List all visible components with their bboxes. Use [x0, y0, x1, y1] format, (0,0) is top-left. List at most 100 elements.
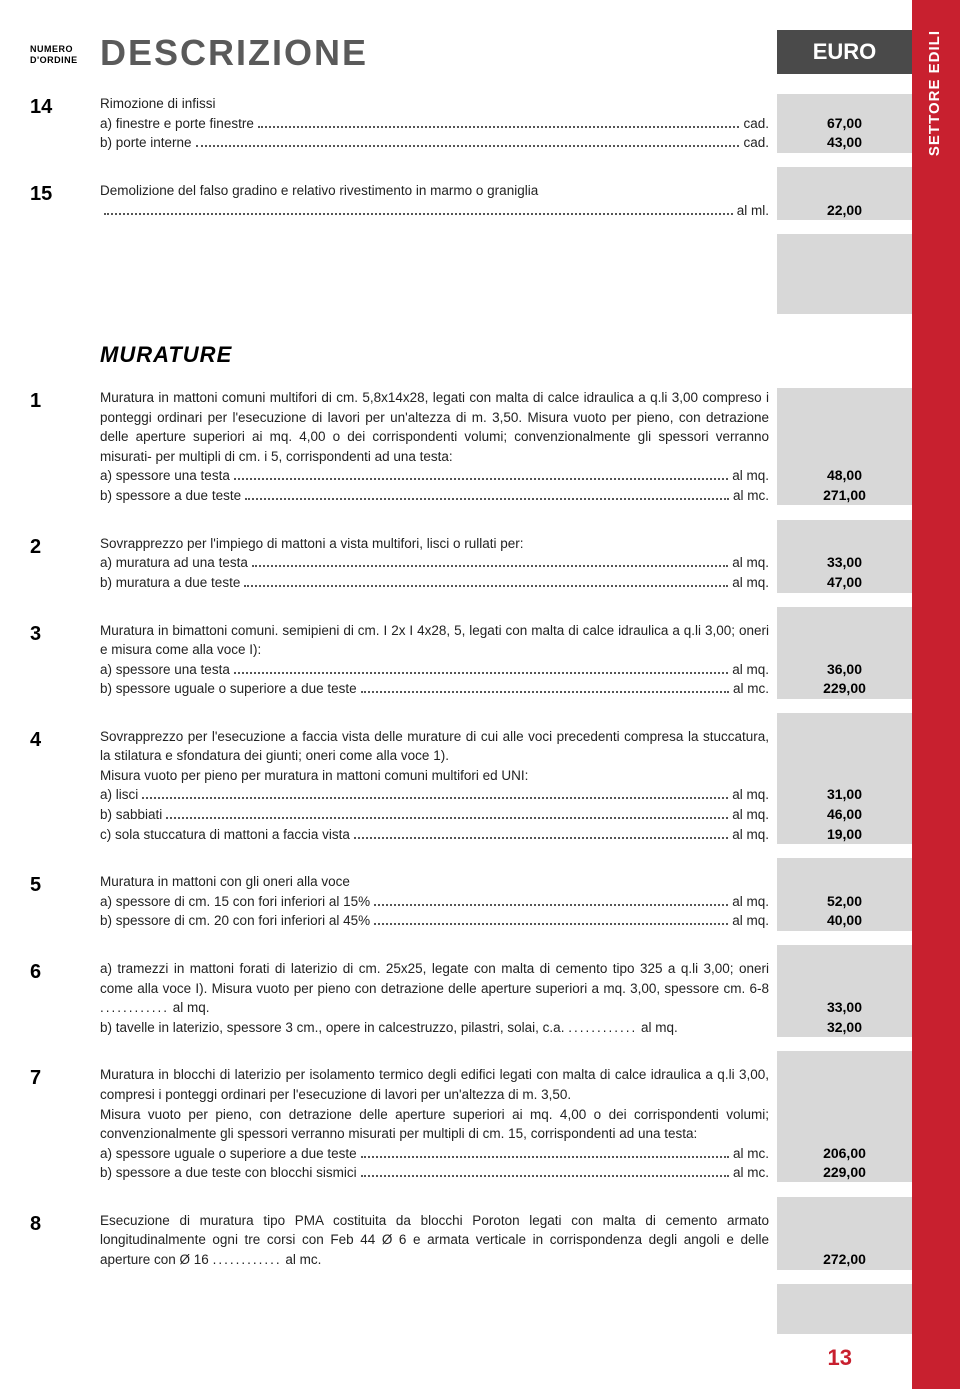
- line-text: a) finestre e porte finestre: [100, 114, 254, 134]
- price-value: 36,00: [777, 661, 912, 677]
- line-unit: al mc.: [733, 679, 769, 699]
- dots: [234, 672, 728, 674]
- line-text: a) spessore uguale o superiore a due tes…: [100, 1144, 357, 1164]
- price-value: 52,00: [777, 893, 912, 909]
- entry-intro: Sovrapprezzo per l'impiego di mattoni a …: [100, 534, 769, 554]
- section-row: MURATURE: [30, 314, 912, 388]
- dots: [244, 585, 728, 587]
- dots: [252, 565, 728, 567]
- line-unit: cad.: [743, 133, 769, 153]
- entry-1: 1Muratura in mattoni comuni multifori di…: [30, 388, 912, 505]
- line-unit: al mc.: [733, 486, 769, 506]
- line-text: b) spessore di cm. 20 con fori inferiori…: [100, 911, 370, 931]
- entry-line: b) muratura a due testeal mq.: [100, 573, 769, 593]
- price-value: 206,00: [777, 1145, 912, 1161]
- dots: [166, 817, 728, 819]
- entry-line: c) sola stuccatura di mattoni a faccia v…: [100, 825, 769, 845]
- dots: [104, 213, 733, 215]
- line-unit: al mq.: [732, 553, 769, 573]
- line-unit: al ml.: [737, 201, 769, 221]
- entry-body: Sovrapprezzo per l'esecuzione a faccia v…: [100, 727, 777, 844]
- numero-header: NUMERO D'ORDINE: [30, 44, 100, 74]
- entry-body: Muratura in mattoni con gli oneri alla v…: [100, 872, 777, 931]
- line-text: b) spessore a due teste: [100, 486, 241, 506]
- entry-body: Muratura in mattoni comuni multifori di …: [100, 388, 777, 505]
- entry-line: b) spessore a due teste al mc.: [100, 486, 769, 506]
- dots: [361, 691, 729, 693]
- price-column: 22,00: [777, 181, 912, 220]
- price-value: 46,00: [777, 806, 912, 822]
- line-unit: al mq.: [732, 785, 769, 805]
- dots: [374, 904, 728, 906]
- line-text: b) sabbiati: [100, 805, 162, 825]
- entry-number: 4: [30, 727, 100, 844]
- line-unit: al mq.: [732, 466, 769, 486]
- price-value: 47,00: [777, 574, 912, 590]
- entry-14: 14Rimozione di infissia) finestre e port…: [30, 94, 912, 153]
- price-column: 33,00 47,00: [777, 534, 912, 593]
- dots: [361, 1156, 729, 1158]
- line-unit: al mq.: [732, 660, 769, 680]
- line-unit: al mq.: [732, 911, 769, 931]
- entry-line: b) porte internecad.: [100, 133, 769, 153]
- price-value: 31,00: [777, 786, 912, 802]
- entry-2: 2Sovrapprezzo per l'impiego di mattoni a…: [30, 534, 912, 593]
- line-text: b) spessore a due teste con blocchi sism…: [100, 1163, 357, 1183]
- line-text: a) lisci: [100, 785, 138, 805]
- entry-line: a) muratura ad una testa al mq.: [100, 553, 769, 573]
- page-number: 13: [828, 1345, 852, 1371]
- price-value: 33,00: [777, 999, 912, 1015]
- top-entries: 14Rimozione di infissia) finestre e port…: [30, 94, 912, 314]
- main-column: NUMERO D'ORDINE DESCRIZIONE EURO 14Rimoz…: [0, 0, 912, 1389]
- dots: [196, 145, 740, 147]
- entry-8: 8Esecuzione di muratura tipo PMA costitu…: [30, 1211, 912, 1270]
- entry-body: Muratura in bimattoni comuni. semipieni …: [100, 621, 777, 699]
- entry-line: a) finestre e porte finestre cad.: [100, 114, 769, 134]
- line-text: a) muratura ad una testa: [100, 553, 248, 573]
- dots: [142, 797, 728, 799]
- line-unit: al mq.: [732, 892, 769, 912]
- entry-15: 15Demolizione del falso gradino e relati…: [30, 181, 912, 220]
- entry-line: al ml.: [100, 201, 769, 221]
- entry-line: b) spessore a due teste con blocchi sism…: [100, 1163, 769, 1183]
- price-value: 40,00: [777, 912, 912, 928]
- price-column: 272,00: [777, 1211, 912, 1270]
- price-value: 229,00: [777, 680, 912, 696]
- entry-inline-block: b) tavelle in laterizio, spessore 3 cm.,…: [100, 1018, 769, 1038]
- entry-5: 5Muratura in mattoni con gli oneri alla …: [30, 872, 912, 931]
- entry-3: 3Muratura in bimattoni comuni. semipieni…: [30, 621, 912, 699]
- entry-number: 2: [30, 534, 100, 593]
- dots: [374, 923, 728, 925]
- dots: [258, 126, 740, 128]
- price-column: 48,00271,00: [777, 388, 912, 505]
- entry-body: Demolizione del falso gradino e relativo…: [100, 181, 777, 220]
- entry-intro: Muratura in blocchi di laterizio per iso…: [100, 1065, 769, 1104]
- price-value: 19,00: [777, 826, 912, 842]
- entry-number: 8: [30, 1211, 100, 1270]
- entry-intro2: Misura vuoto per pieno, con detrazione d…: [100, 1105, 769, 1144]
- entry-inline-block: Esecuzione di muratura tipo PMA costitui…: [100, 1211, 769, 1270]
- price-column: 33,00 32,00: [777, 959, 912, 1037]
- descrizione-header: DESCRIZIONE: [100, 32, 777, 74]
- entry-number: 5: [30, 872, 100, 931]
- entry-intro: Muratura in bimattoni comuni. semipieni …: [100, 621, 769, 660]
- price-value: 271,00: [777, 487, 912, 503]
- entry-number: 3: [30, 621, 100, 699]
- price-value: 33,00: [777, 554, 912, 570]
- price-value: 229,00: [777, 1164, 912, 1180]
- line-unit: al mq.: [169, 1000, 210, 1015]
- entry-body: Sovrapprezzo per l'impiego di mattoni a …: [100, 534, 777, 593]
- sidebar-red: SETTORE EDILI: [912, 0, 960, 1389]
- entry-line: a) spessore di cm. 15 con fori inferiori…: [100, 892, 769, 912]
- header-row: NUMERO D'ORDINE DESCRIZIONE EURO: [30, 30, 912, 74]
- entry-intro: Rimozione di infissi: [100, 94, 769, 114]
- line-unit: cad.: [743, 114, 769, 134]
- line-text: b) muratura a due teste: [100, 573, 240, 593]
- price-column: 31,00 46,00 19,00: [777, 727, 912, 844]
- line-unit: al mq.: [637, 1020, 678, 1035]
- price-column: 52,00 40,00: [777, 872, 912, 931]
- price-value: 43,00: [777, 134, 912, 150]
- euro-header: EURO: [777, 30, 912, 74]
- dots: [361, 1175, 729, 1177]
- price-value: 32,00: [777, 1019, 912, 1035]
